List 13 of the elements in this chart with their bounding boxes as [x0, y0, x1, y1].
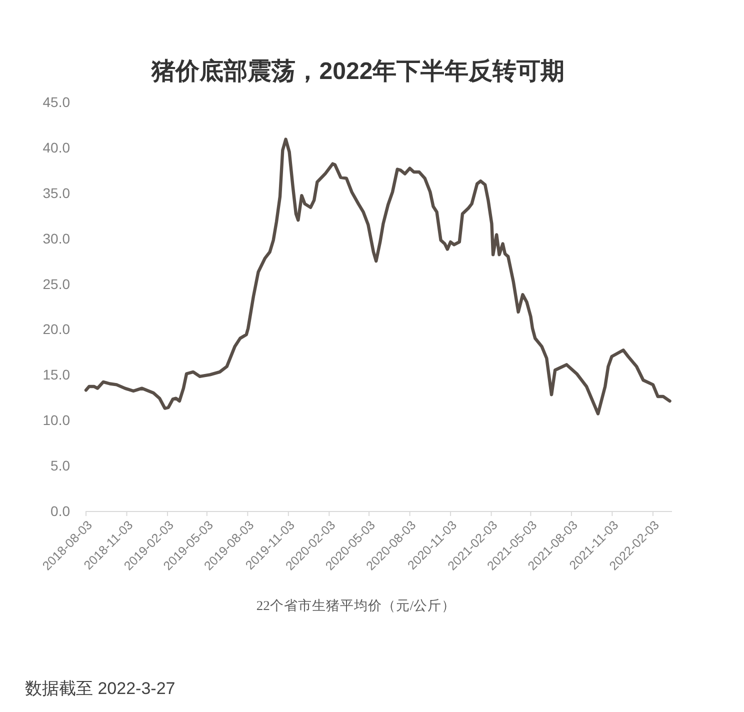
- y-tick-label: 10.0: [42, 412, 70, 428]
- title: 猪价底部震荡，2022年下半年反转可期: [151, 58, 565, 85]
- y-tick-label: 0.0: [50, 503, 70, 519]
- y-tick-label: 30.0: [42, 230, 70, 246]
- y-tick-label: 35.0: [42, 184, 70, 201]
- xlabel: 22个省市生猪平均价（元/公斤）: [256, 598, 456, 613]
- y-tick-label: 45.0: [42, 94, 70, 110]
- annotation: 数据截至 2022-3-27: [25, 679, 176, 698]
- y-tick-label: 15.0: [42, 366, 70, 383]
- y-tick-label: 5.0: [50, 458, 70, 474]
- y-tick-label: 40.0: [42, 139, 70, 156]
- y-tick-label: 25.0: [42, 276, 70, 292]
- y-tick-label: 20.0: [42, 321, 70, 338]
